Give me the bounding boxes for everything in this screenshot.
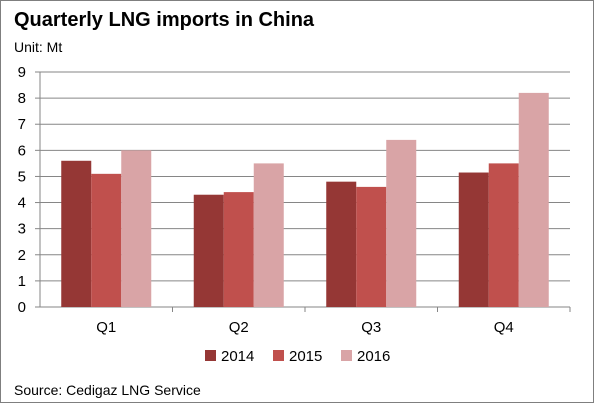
- bar-2015-q3: [356, 186, 387, 307]
- bar-2016-q1: [121, 150, 152, 307]
- y-tick-label: 6: [18, 142, 26, 159]
- x-tick-label: Q1: [96, 319, 116, 336]
- bar-2015-q2: [223, 192, 254, 307]
- y-tick-label: 1: [18, 273, 26, 290]
- bar-2015-q4: [488, 163, 519, 307]
- bar-2016-q3: [386, 139, 417, 307]
- legend-swatch-2014: [205, 350, 216, 361]
- bar-2014-q3: [326, 181, 357, 307]
- y-tick-label: 8: [18, 90, 26, 107]
- y-tick-label: 4: [18, 195, 26, 212]
- source-note: Source: Cedigaz LNG Service: [14, 382, 201, 398]
- legend-label-2014: 2014: [221, 348, 254, 365]
- legend-label-2015: 2015: [289, 348, 322, 365]
- x-tick-label: Q2: [229, 319, 249, 336]
- legend-swatch-2016: [341, 350, 352, 361]
- chart-subtitle: Unit: Mt: [14, 39, 63, 55]
- bar-2015-q1: [91, 173, 122, 307]
- legend-swatch-2015: [273, 350, 284, 361]
- x-tick-label: Q3: [361, 319, 381, 336]
- bar-2014-q4: [458, 172, 489, 307]
- x-tick-label: Q4: [494, 319, 514, 336]
- bar-2014-q2: [193, 194, 224, 307]
- chart-title: Quarterly LNG imports in China: [14, 9, 315, 31]
- y-tick-label: 2: [18, 247, 26, 264]
- y-tick-label: 3: [18, 221, 26, 238]
- bar-2014-q1: [61, 160, 92, 307]
- y-tick-label: 0: [18, 299, 26, 316]
- bar-2016-q2: [253, 163, 284, 307]
- bar-2016-q4: [518, 92, 549, 307]
- legend-label-2016: 2016: [357, 348, 390, 365]
- y-tick-label: 7: [18, 116, 26, 133]
- y-tick-label: 5: [18, 168, 26, 185]
- y-tick-label: 9: [18, 64, 26, 81]
